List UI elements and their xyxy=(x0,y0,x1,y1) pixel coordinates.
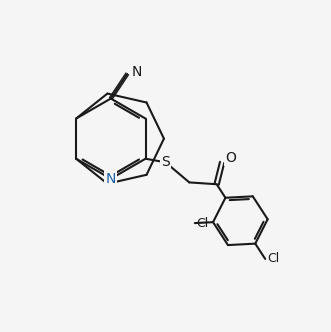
Text: Cl: Cl xyxy=(267,252,279,265)
Text: N: N xyxy=(106,172,116,186)
Text: S: S xyxy=(161,155,170,169)
Text: Cl: Cl xyxy=(197,216,209,230)
Text: O: O xyxy=(225,151,236,165)
Text: N: N xyxy=(132,65,142,79)
